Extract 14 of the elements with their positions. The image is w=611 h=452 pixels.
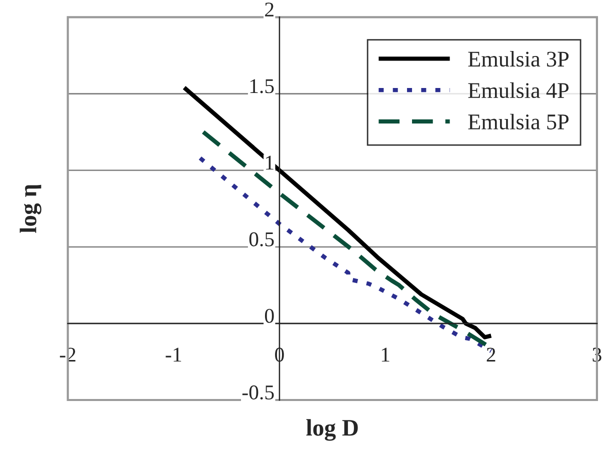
- legend-label: Emulsia 4P: [468, 82, 569, 98]
- x-tick-label: -1: [166, 348, 182, 362]
- x-axis-title: log D: [306, 419, 358, 441]
- legend-label: Emulsia 5P: [468, 114, 569, 130]
- y-tick-label: 0.5: [249, 232, 274, 246]
- y-tick-label: -0.5: [242, 385, 274, 400]
- y-tick-label: 0: [264, 308, 274, 323]
- y-axis-title: log η: [20, 184, 42, 233]
- y-tick-label: 1: [266, 156, 274, 170]
- y-tick-label: 2: [265, 2, 274, 16]
- x-tick-label: 2: [486, 348, 496, 362]
- x-tick-label: 1: [382, 348, 390, 362]
- y-tick-label: 1.5: [250, 79, 274, 94]
- legend-label: Emulsia 3P: [468, 51, 569, 67]
